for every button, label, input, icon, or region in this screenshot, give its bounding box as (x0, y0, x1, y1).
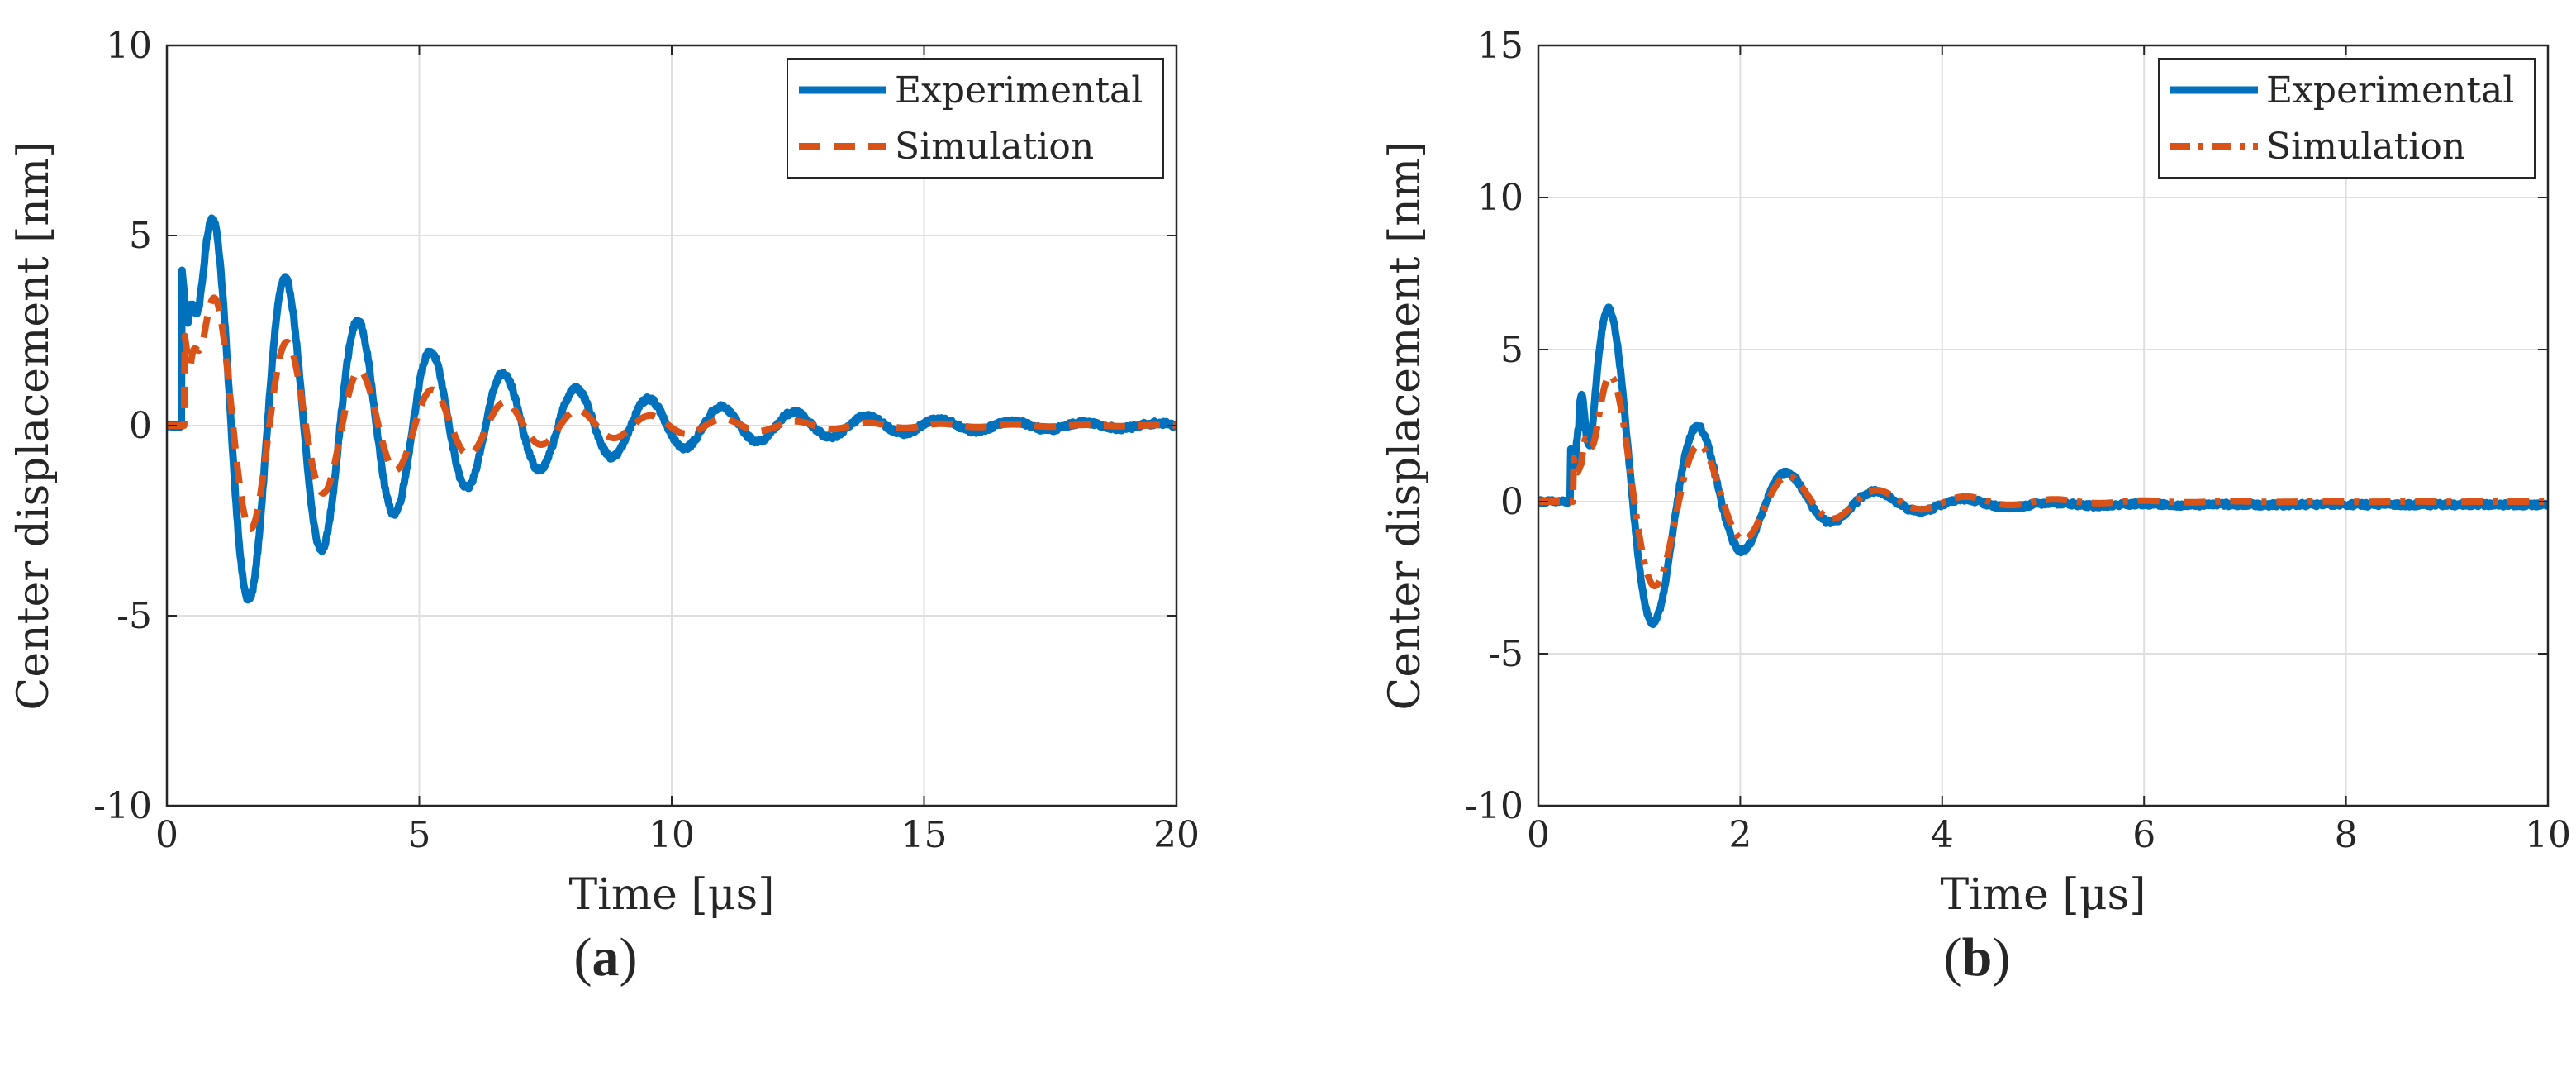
chart-panel-b: 0 2 4 6 8 10 -10 -5 0 5 10 15 Time [μs] Center displa… (1381, 25, 2571, 988)
x-tick-label: 15 (901, 814, 948, 856)
legend: Experimental Simulation (2158, 58, 2536, 179)
legend-label-experimental: Experimental (2266, 69, 2514, 112)
y-tick-label: -5 (1488, 633, 1523, 675)
x-axis-label: Time [μs] (569, 870, 775, 920)
y-axis-label: Center displacement [nm] (1381, 141, 1430, 711)
y-tick-label: -5 (116, 595, 152, 637)
y-axis-label: Center displacement [nm] (9, 141, 59, 711)
y-tick-label: -10 (1465, 785, 1523, 827)
y-tick-label: 15 (1477, 25, 1523, 67)
legend-label-simulation: Simulation (895, 126, 1094, 168)
series-line-simulation (1538, 372, 2548, 589)
x-tick-label: 6 (2132, 814, 2155, 856)
y-tick-label: 0 (129, 405, 152, 447)
x-tick-label: 10 (2525, 814, 2571, 856)
x-tick-label: 4 (1931, 814, 1954, 856)
x-tick-label: 0 (155, 814, 178, 856)
axes-box (1537, 44, 2550, 807)
y-tick-label: 0 (1500, 481, 1523, 523)
y-tick-label: -10 (93, 785, 152, 827)
legend-label-experimental: Experimental (895, 69, 1143, 112)
x-tick-label: 8 (2335, 814, 2358, 856)
x-tick-label: 2 (1728, 814, 1751, 856)
panel-label: (b) (1944, 927, 2011, 988)
y-tick-label: 5 (129, 215, 152, 257)
series-line-experimental (167, 214, 1176, 604)
x-tick-label: 10 (649, 814, 695, 856)
y-tick-label: 10 (1477, 177, 1523, 219)
legend-label-simulation: Simulation (2266, 126, 2465, 168)
x-tick-label: 20 (1153, 814, 1200, 856)
x-axis-label: Time [μs] (1941, 870, 2146, 920)
x-tick-label: 5 (408, 814, 431, 856)
series-line-simulation (167, 294, 1176, 533)
chart-panel-a: 0 5 10 15 20 -10 -5 0 5 10 Time [μs] Center displac… (9, 25, 1200, 988)
x-tick-label: 0 (1527, 814, 1550, 856)
legend-box (2158, 58, 2536, 179)
legend-box (787, 58, 1164, 179)
legend: Experimental Simulation (787, 58, 1164, 179)
y-tick-label: 10 (106, 25, 152, 67)
panel-label: (a) (574, 927, 638, 988)
y-tick-label: 5 (1500, 329, 1523, 371)
